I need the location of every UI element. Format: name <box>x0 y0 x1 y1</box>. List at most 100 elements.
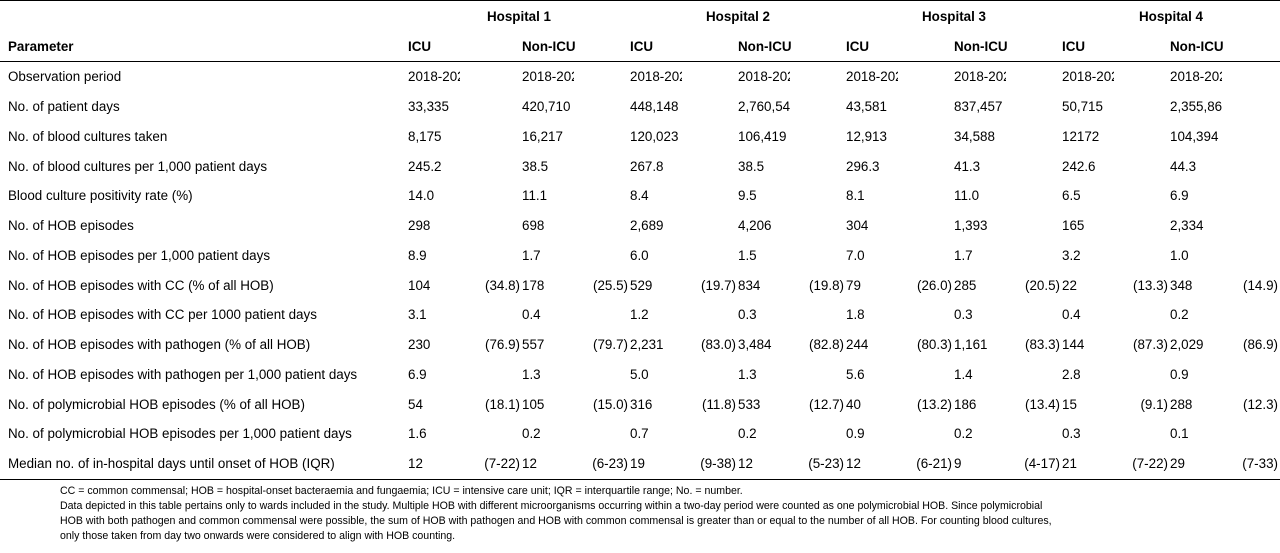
value-cell: 448,148 <box>630 99 679 115</box>
subheader-cell: ICU <box>408 31 522 62</box>
value-cell: 21 <box>1062 448 1114 480</box>
percent-cell <box>682 300 738 330</box>
value-cell: 41.3 <box>954 158 981 174</box>
value-cell: 12 <box>408 448 460 480</box>
percent-cell <box>790 151 846 181</box>
percent-cell <box>460 241 522 271</box>
percent-cell <box>1006 300 1062 330</box>
footnote-line: only those taken from day two onwards we… <box>60 530 456 542</box>
value-cell: 40 <box>846 396 861 412</box>
percent-cell: (20.5) <box>1025 277 1060 293</box>
value-cell: 244 <box>846 337 869 353</box>
subheader-cell: ICU <box>846 31 954 62</box>
value-cell: 245.2 <box>408 158 442 174</box>
percent-cell <box>1222 62 1280 92</box>
percent-cell <box>574 122 630 152</box>
percent-cell <box>790 92 846 122</box>
value-cell: 4,206 <box>738 218 772 234</box>
subheader-cell: Non-ICU <box>522 31 630 62</box>
value-cell: 9 <box>954 448 1006 480</box>
table-row: No. of HOB episodes with CC per 1000 pat… <box>0 300 1280 330</box>
value-cell: 296.3 <box>846 158 880 174</box>
percent-cell <box>460 419 522 449</box>
percent-cell: (79.7) <box>593 337 628 353</box>
value-cell: 105 <box>522 396 545 412</box>
value-cell: 2018-2022 <box>630 69 682 85</box>
percent-cell: (13.2) <box>917 396 952 412</box>
value-cell: 178 <box>522 277 545 293</box>
percent-cell <box>790 300 846 330</box>
percent-cell <box>1006 211 1062 241</box>
value-cell: 557 <box>522 337 545 353</box>
value-cell: 6.0 <box>630 247 649 263</box>
percent-cell <box>1114 300 1170 330</box>
value-cell: 8.1 <box>846 188 865 204</box>
footnote-line: Data depicted in this table pertains onl… <box>60 500 1043 512</box>
percent-cell <box>898 181 954 211</box>
percent-cell: (7-22) <box>1114 448 1170 480</box>
value-cell: 348 <box>1170 277 1193 293</box>
value-cell: 2018-2022 <box>1062 69 1114 85</box>
value-cell: 2,355,862 <box>1170 99 1222 115</box>
value-cell: 43,581 <box>846 99 887 115</box>
percent-cell: (26.0) <box>917 277 952 293</box>
value-cell: 15 <box>1062 396 1077 412</box>
value-cell: 54 <box>408 396 423 412</box>
table-row: No. of blood cultures per 1,000 patient … <box>0 151 1280 181</box>
value-cell: 0.7 <box>630 426 649 442</box>
parameter-header: Parameter <box>0 31 408 62</box>
value-cell: 29 <box>1170 448 1222 480</box>
value-cell: 0.2 <box>1170 307 1189 323</box>
percent-cell <box>682 241 738 271</box>
value-cell: 44.3 <box>1170 158 1197 174</box>
value-cell: 50,715 <box>1062 99 1103 115</box>
value-cell: 5.0 <box>630 366 649 382</box>
percent-cell <box>1114 181 1170 211</box>
value-cell: 529 <box>630 277 653 293</box>
value-cell: 2,760,546 <box>738 99 790 115</box>
percent-cell <box>1114 92 1170 122</box>
value-cell: 104,394 <box>1170 128 1219 144</box>
value-cell: 1.6 <box>408 426 427 442</box>
value-cell: 8,175 <box>408 128 442 144</box>
value-cell: 2018-2021 <box>522 69 574 85</box>
value-cell: 1.4 <box>954 366 973 382</box>
value-cell: 285 <box>954 277 977 293</box>
percent-cell: (4-17) <box>1006 448 1062 480</box>
value-cell: 1.2 <box>630 307 649 323</box>
percent-cell: (6-23) <box>574 448 630 480</box>
table-row: No. of HOB episodes with CC (% of all HO… <box>0 270 1280 300</box>
percent-cell <box>1114 122 1170 152</box>
hospital-3-header: Hospital 3 <box>846 0 1062 31</box>
value-cell: 420,710 <box>522 99 571 115</box>
row-label: No. of HOB episodes with pathogen per 1,… <box>8 366 358 382</box>
percent-cell: (9.1) <box>1140 396 1168 412</box>
percent-cell <box>1222 300 1280 330</box>
percent-cell <box>1222 122 1280 152</box>
value-cell: 1.0 <box>1170 247 1189 263</box>
percent-cell <box>1114 360 1170 390</box>
value-cell: 2018-2022 <box>738 69 790 85</box>
value-cell: 1.3 <box>738 366 757 382</box>
percent-cell <box>460 181 522 211</box>
percent-cell <box>1114 62 1170 92</box>
data-table: Hospital 1 Hospital 2 Hospital 3 Hospita… <box>0 0 1280 480</box>
value-cell: 106,419 <box>738 128 787 144</box>
percent-cell <box>1222 151 1280 181</box>
percent-cell <box>682 92 738 122</box>
row-label: Median no. of in-hospital days until ons… <box>0 448 408 480</box>
percent-cell <box>682 360 738 390</box>
percent-cell: (82.8) <box>809 337 844 353</box>
table-row: No. of polymicrobial HOB episodes per 1,… <box>0 419 1280 449</box>
table-row: Median no. of in-hospital days until ons… <box>0 448 1280 480</box>
table-row: Blood culture positivity rate (%) 14.0 11.… <box>0 181 1280 211</box>
table-row: No. of patient days 33,335 420,710 448,148 2… <box>0 92 1280 122</box>
percent-cell <box>460 300 522 330</box>
value-cell: 0.1 <box>1170 426 1189 442</box>
value-cell: 3.1 <box>408 307 427 323</box>
percent-cell: (9-38) <box>682 448 738 480</box>
percent-cell: (19.8) <box>809 277 844 293</box>
value-cell: 8.4 <box>630 188 649 204</box>
percent-cell: (7-33) <box>1222 448 1280 480</box>
percent-cell <box>682 62 738 92</box>
